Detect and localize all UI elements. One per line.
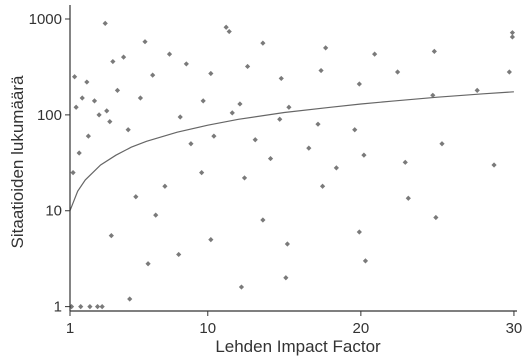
data-point [109,233,114,238]
data-point [507,69,512,74]
data-point [110,59,115,64]
data-point [277,117,282,122]
data-point [227,29,232,34]
data-point [239,284,244,289]
data-point [315,122,320,127]
data-point [334,165,339,170]
data-point [433,215,438,220]
x-tick-label: 1 [66,320,74,337]
data-point [237,101,242,106]
x-tick-label: 10 [199,320,216,337]
data-point [403,160,408,165]
data-point [178,114,183,119]
data-point [268,156,273,161]
data-point [395,69,400,74]
data-point [286,105,291,110]
data-point [253,137,258,142]
data-point [245,64,250,69]
data-point [74,105,79,110]
data-point [475,88,480,93]
data-point [318,68,323,73]
data-point [361,153,366,158]
data-point [78,304,83,309]
y-tick-label: 10 [45,203,62,220]
data-point [432,49,437,54]
x-axis-title: Lehden Impact Factor [215,337,381,356]
data-point [150,72,155,77]
data-point [95,304,100,309]
x-axis-ticks: 1 10 20 30 [66,311,522,337]
data-point [260,41,265,46]
data-point [279,76,284,81]
y-tick-label: 1000 [29,11,62,28]
data-point [211,134,216,139]
data-point [242,175,247,180]
data-point [86,134,91,139]
data-point [184,61,189,66]
data-point [230,110,235,115]
x-tick-label: 20 [353,320,370,337]
trend-line [70,92,514,211]
data-point [285,241,290,246]
data-point [121,55,126,60]
data-point [363,258,368,263]
data-point [320,184,325,189]
data-point [153,213,158,218]
data-point [357,229,362,234]
data-point [127,296,132,301]
data-point [176,252,181,257]
data-point [357,81,362,86]
data-point [372,52,377,57]
y-axis-title: Sitaatioiden lukumäärä [8,75,27,248]
data-point [107,119,112,124]
data-point [142,39,147,44]
data-point [199,170,204,175]
data-point [145,261,150,266]
data-point [133,194,138,199]
data-points [69,21,515,309]
data-point [208,237,213,242]
y-axis-ticks: 1 10 100 1000 [29,11,70,316]
data-point [92,98,97,103]
data-point [208,71,213,76]
data-point [188,141,193,146]
data-point [126,127,131,132]
data-point [439,141,444,146]
data-point [84,79,89,84]
data-point [260,217,265,222]
data-point [162,184,167,189]
data-point [77,150,82,155]
data-point [167,52,172,57]
data-point [306,146,311,151]
data-point [323,45,328,50]
data-point [72,74,77,79]
data-point [104,108,109,113]
data-point [87,304,92,309]
data-point [80,95,85,100]
y-tick-label: 1 [54,299,62,316]
data-point [283,275,288,280]
data-point [406,196,411,201]
data-point [352,127,357,132]
data-point [510,34,515,39]
data-point [201,98,206,103]
data-point [491,162,496,167]
data-point [138,95,143,100]
x-tick-label: 30 [506,320,523,337]
data-point [115,88,120,93]
data-point [100,304,105,309]
data-point [224,25,229,30]
data-point [96,112,101,117]
y-tick-label: 100 [37,107,62,124]
data-point [103,21,108,26]
data-point [70,170,75,175]
